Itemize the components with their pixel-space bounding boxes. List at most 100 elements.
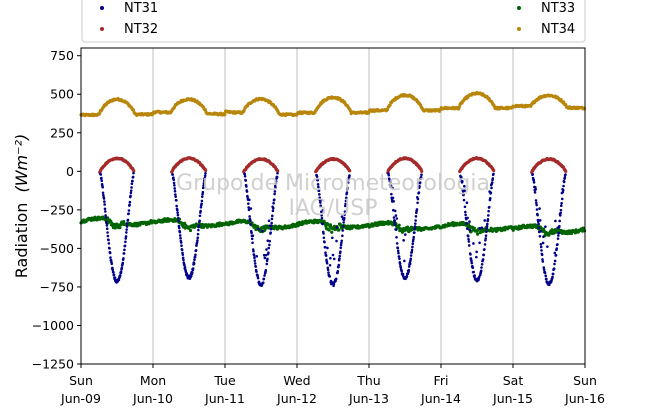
nt31-point-657 (543, 271, 547, 275)
nt31-point-190 (199, 209, 202, 213)
legend-frame (81, 0, 586, 43)
nt31-point-587 (482, 253, 486, 257)
nt31-point-418 (389, 180, 392, 184)
nt31-point-535 (465, 201, 469, 205)
nt31-point-15 (104, 210, 107, 213)
nt31-point-74 (123, 248, 126, 252)
nt31-point-693 (555, 247, 559, 250)
nt32-point-419 (564, 169, 568, 173)
y-tick-label-8: −1250 (32, 357, 74, 372)
nt31-point-38 (111, 268, 115, 272)
nt31-point-544 (468, 228, 472, 232)
nt31-point-437 (395, 235, 398, 239)
nt31-point-199 (202, 184, 205, 187)
nt31-point-536 (465, 227, 469, 230)
nt31-point-433 (393, 209, 397, 213)
nt31-point-346 (327, 271, 330, 274)
nt31-point-31 (109, 256, 112, 259)
series-nt34 (79, 91, 587, 118)
nt33-point-66 (122, 219, 126, 224)
nt31-point-71 (122, 257, 125, 260)
nt31-point-695 (556, 243, 559, 246)
nt31-point-339 (324, 254, 328, 257)
y-tick-label-2: 250 (50, 125, 74, 140)
nt31-point-613 (490, 181, 494, 184)
nt31-point-268 (263, 274, 266, 277)
nt31-point-699 (557, 231, 560, 235)
nt31-point-137 (182, 258, 185, 262)
legend-label-nt32: NT32 (124, 22, 158, 37)
nt31-point-292 (271, 214, 274, 218)
y-tick-label-3: 0 (66, 164, 74, 179)
nt31-point-76 (123, 244, 127, 248)
nt31-point-99 (131, 179, 134, 183)
x-tick-date-3: Jun-12 (276, 391, 317, 406)
nt31-point-712 (561, 190, 565, 194)
nt31-point-537 (466, 216, 469, 220)
nt31-point-351 (328, 263, 332, 267)
nt31-point-506 (417, 191, 421, 194)
nt31-point-609 (489, 191, 493, 195)
nt31-point-104 (171, 173, 175, 176)
nt31-point-183 (197, 228, 200, 232)
nt31-point-371 (335, 239, 338, 243)
nt31-point-630 (535, 201, 538, 205)
y-tick-label-4: −250 (40, 202, 74, 217)
x-axis: Sun Jun-09 Mon Jun-10 Tue Jun-11 Wed Jun-12 Thu J… (60, 364, 605, 406)
nt31-point-592 (484, 239, 487, 242)
nt31-point-617 (492, 172, 495, 176)
nt31-point-543 (468, 220, 471, 223)
nt31-point-106 (172, 176, 175, 179)
nt31-point-313 (316, 178, 320, 182)
nt31-point-224 (248, 219, 252, 222)
nt31-point-337 (324, 251, 327, 254)
nt31-point-384 (339, 246, 343, 250)
nt31-point-461 (403, 259, 406, 263)
nt31-point-542 (467, 244, 471, 247)
nt31-point-594 (484, 234, 488, 237)
nt31-point-88 (127, 209, 131, 212)
nt31-point-326 (320, 216, 324, 220)
nt31-point-328 (321, 222, 324, 226)
nt31-point-469 (405, 274, 409, 278)
nt31-point-487 (411, 242, 415, 246)
nt31-point-112 (174, 193, 177, 196)
nt31-point-248 (256, 276, 260, 280)
nt33-point-491 (397, 223, 401, 227)
nt31-point-476 (407, 265, 411, 268)
nt31-point-207 (243, 172, 247, 176)
nt31-point-659 (544, 274, 548, 278)
nt34-point-192 (203, 108, 208, 112)
nt31-point-212 (245, 185, 248, 188)
nt31-point-274 (265, 248, 268, 251)
x-tick-date-7: Jun-16 (564, 391, 605, 406)
nt31-point-604 (487, 205, 491, 209)
nt31-point-69 (121, 261, 125, 265)
nt34-point-222 (223, 113, 227, 117)
nt31-point-539 (466, 234, 470, 238)
nt31-point-22 (106, 231, 109, 234)
nt31-point-95 (129, 189, 133, 192)
nt31-point-342 (325, 261, 329, 265)
nt31-point-294 (271, 209, 275, 213)
nt31-point-167 (191, 267, 195, 270)
nt33-point-387 (330, 230, 334, 234)
nt31-point-430 (392, 219, 396, 222)
nt31-point-714 (562, 184, 565, 188)
nt31-point-707 (559, 204, 563, 207)
nt31-point-398 (343, 204, 347, 208)
nt31-point-201 (202, 179, 206, 183)
nt31-point-661 (545, 277, 548, 281)
nt31-point-352 (329, 256, 332, 260)
nt31-point-181 (196, 236, 200, 240)
nt32-point-299 (420, 169, 424, 173)
nt31-point-628 (534, 188, 537, 191)
x-tick-date-4: Jun-13 (348, 391, 389, 406)
nt31-point-173 (193, 255, 197, 259)
nt31-point-495 (414, 222, 417, 225)
series-layer (79, 91, 587, 288)
nt31-point-626 (533, 191, 537, 194)
nt31-point-653 (542, 266, 546, 269)
nt31-point-646 (540, 249, 543, 252)
nt31-point-3 (100, 176, 103, 180)
